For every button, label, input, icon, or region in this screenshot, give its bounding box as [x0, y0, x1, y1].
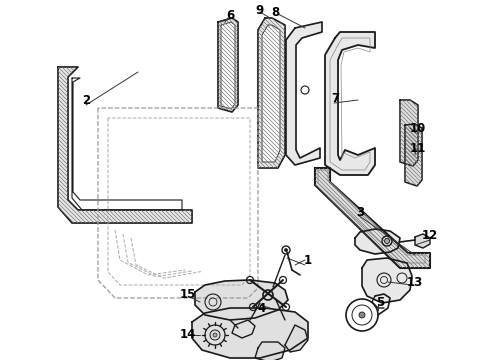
- Polygon shape: [192, 308, 308, 358]
- Polygon shape: [195, 280, 288, 320]
- Circle shape: [385, 239, 390, 243]
- Text: 1: 1: [304, 253, 312, 266]
- Text: 8: 8: [271, 5, 279, 18]
- Polygon shape: [415, 234, 430, 248]
- Text: 3: 3: [356, 206, 364, 219]
- Circle shape: [213, 333, 217, 337]
- Text: 5: 5: [376, 296, 384, 309]
- Polygon shape: [221, 22, 235, 109]
- Polygon shape: [72, 78, 182, 210]
- Polygon shape: [255, 342, 285, 360]
- Polygon shape: [355, 229, 400, 254]
- Text: 6: 6: [226, 9, 234, 22]
- Text: 2: 2: [82, 94, 90, 107]
- Text: 7: 7: [331, 91, 339, 104]
- Polygon shape: [232, 320, 255, 338]
- Polygon shape: [400, 100, 418, 166]
- Polygon shape: [405, 124, 422, 186]
- Polygon shape: [362, 258, 412, 303]
- Polygon shape: [262, 25, 280, 162]
- Polygon shape: [218, 18, 238, 112]
- Circle shape: [359, 312, 365, 318]
- Polygon shape: [286, 22, 322, 165]
- Polygon shape: [58, 67, 192, 223]
- Text: 13: 13: [407, 275, 423, 288]
- Text: 9: 9: [256, 4, 264, 17]
- Text: 14: 14: [180, 328, 196, 342]
- Polygon shape: [258, 18, 285, 168]
- Polygon shape: [285, 325, 308, 352]
- Circle shape: [285, 248, 288, 252]
- Text: 4: 4: [258, 302, 266, 315]
- Polygon shape: [325, 32, 375, 175]
- Text: 10: 10: [410, 122, 426, 135]
- Text: 11: 11: [410, 141, 426, 154]
- Text: 15: 15: [180, 288, 196, 302]
- Polygon shape: [315, 168, 430, 268]
- Text: 12: 12: [422, 229, 438, 242]
